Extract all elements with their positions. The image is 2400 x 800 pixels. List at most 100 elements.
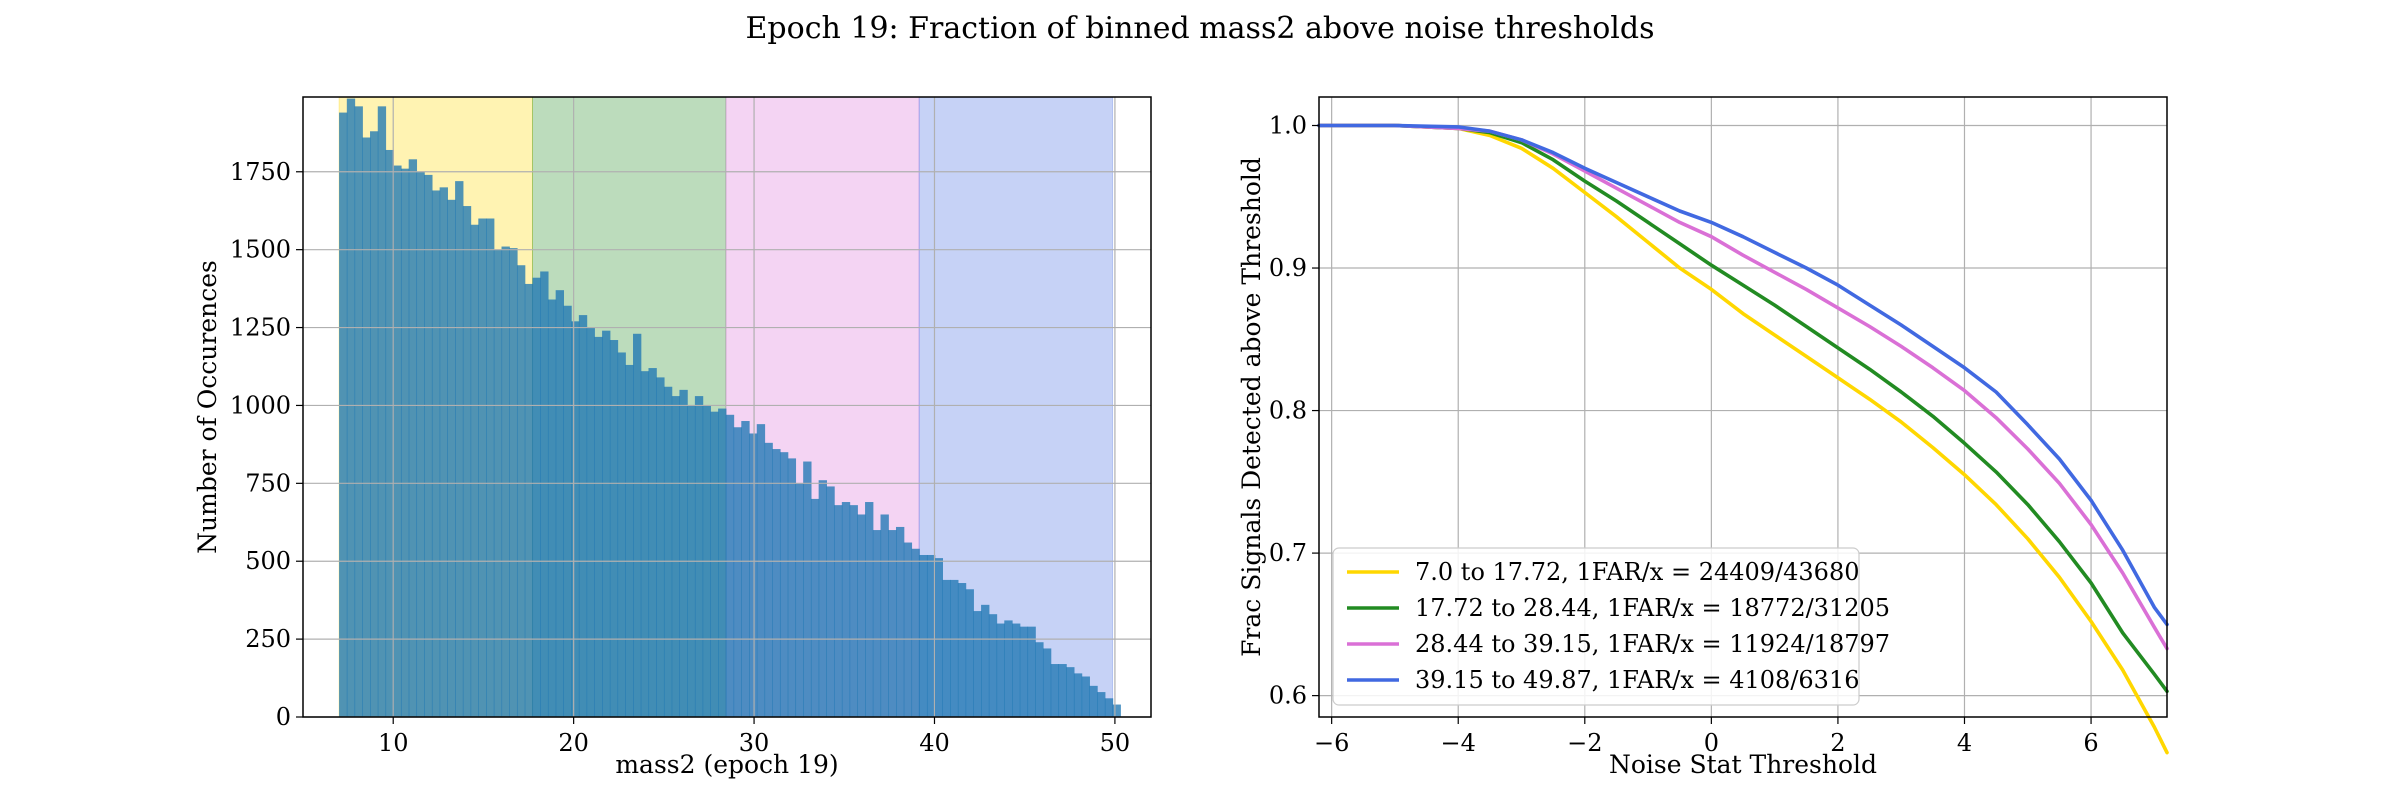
figure-title: Epoch 19: Fraction of binned mass2 above… (746, 11, 1655, 46)
y-tick-label: 750 (245, 469, 291, 497)
histogram-bar (424, 174, 433, 717)
histogram-bar (516, 265, 526, 717)
histogram-bar (1035, 642, 1044, 717)
series-line-2 (1317, 123, 2169, 694)
histogram-bar (888, 530, 897, 717)
histogram-bar (718, 408, 727, 717)
histogram-bar (818, 480, 827, 717)
x-tick-label: −4 (1441, 729, 1476, 757)
histogram-bar (455, 181, 464, 717)
line-series (1317, 123, 2169, 755)
histogram-bar (447, 199, 456, 717)
histogram-bar (339, 112, 348, 718)
histogram-bar (710, 411, 719, 717)
histogram-bar (617, 352, 626, 717)
line-legend: 7.0 to 17.72, 1FAR/x = 24409/43680 17.72 … (1332, 547, 1890, 706)
histogram-bar (663, 386, 673, 717)
histogram-bar (988, 614, 998, 717)
histogram-bar (625, 364, 634, 717)
histogram-bar (1089, 685, 1098, 717)
histogram-bar (942, 579, 951, 717)
y-tick-label: 0.9 (1269, 254, 1307, 282)
histogram-bar (795, 483, 804, 717)
histogram-bar (834, 505, 843, 717)
y-tick-label: 0.8 (1269, 397, 1307, 425)
x-tick-label: −2 (1567, 729, 1602, 757)
histogram-bar (540, 271, 549, 717)
x-tick-label: 4 (1957, 729, 1972, 757)
histogram-bar (362, 137, 371, 718)
y-tick-label: 500 (245, 547, 291, 575)
histogram-bar (772, 449, 781, 717)
x-tick-label: 30 (739, 729, 770, 757)
histogram-bar (1004, 620, 1013, 717)
histogram-axes-frame (302, 96, 1152, 718)
histogram-bar (733, 427, 742, 717)
line-y-ticks: 0.6 0.7 0.8 0.9 1.0 (1269, 112, 1319, 710)
histogram-bar (439, 187, 448, 718)
legend-label: 7.0 to 17.72, 1FAR/x = 24409/43680 (1415, 558, 1860, 586)
histogram-bar (648, 368, 657, 717)
histogram-bar (934, 558, 944, 717)
histogram-bar (633, 333, 642, 717)
legend-label: 17.72 to 28.44, 1FAR/x = 18772/31205 (1415, 594, 1890, 622)
y-tick-label: 0 (276, 703, 291, 731)
histogram-bar (532, 277, 541, 717)
histogram-bar (903, 542, 913, 717)
histogram-bar (841, 502, 851, 717)
histogram-bar (462, 206, 472, 717)
histogram-bar (1081, 676, 1090, 717)
y-tick-label: 1.0 (1269, 112, 1307, 140)
histogram-y-label: Number of Occurences (193, 260, 222, 554)
series-line-1 (1317, 123, 2169, 755)
x-tick-label: 50 (1100, 729, 1131, 757)
histogram-bar (609, 340, 619, 717)
histogram-bar (981, 604, 990, 717)
histogram-bar (973, 611, 982, 717)
histogram-bar (880, 514, 889, 717)
histogram-bars (339, 98, 1121, 718)
histogram-bar (865, 502, 874, 717)
histogram-bar (741, 421, 750, 717)
histogram-bar (416, 171, 425, 717)
y-tick-label: 1500 (230, 236, 291, 264)
histogram-bar (586, 327, 595, 717)
histogram-bar (470, 224, 479, 717)
histogram-bar (810, 498, 820, 717)
histogram-bar (787, 458, 797, 717)
histogram-bar (671, 396, 681, 717)
histogram-bar (370, 131, 379, 717)
x-tick-label: 10 (378, 729, 409, 757)
y-tick-label: 1750 (230, 158, 291, 186)
histogram-y-ticks: 0 250 500 750 1000 1250 1500 1750 (230, 158, 303, 731)
histogram-bar (1104, 698, 1114, 717)
y-tick-label: 0.6 (1269, 682, 1307, 710)
x-tick-label: 40 (919, 729, 950, 757)
y-tick-label: 1000 (230, 391, 291, 419)
histogram-bar (547, 299, 557, 717)
histogram-panel: 10 20 30 40 50 0 250 500 750 1000 1250 1500 1750 ma… (193, 96, 1152, 779)
histogram-bar (640, 371, 650, 717)
histogram-bar (501, 246, 510, 718)
histogram-bar (895, 526, 905, 717)
histogram-bar (385, 149, 394, 717)
histogram-bar (764, 442, 773, 717)
x-tick-label: −6 (1314, 729, 1349, 757)
legend-label: 39.15 to 49.87, 1FAR/x = 4108/6316 (1415, 666, 1860, 694)
line-y-label: Frac Signals Detected above Threshold (1237, 157, 1266, 657)
histogram-bar (1112, 704, 1121, 717)
histogram-x-label: mass2 (epoch 19) (615, 750, 838, 779)
histogram-bar (919, 554, 928, 717)
histogram-bar (478, 218, 487, 717)
histogram-bar (679, 389, 688, 717)
histogram-bar (656, 377, 665, 717)
histogram-bar (857, 514, 866, 717)
y-tick-label: 0.7 (1269, 539, 1307, 567)
x-tick-label: 2 (1830, 729, 1845, 757)
histogram-bar (779, 452, 789, 717)
histogram-bar (926, 554, 936, 717)
series-line-4 (1317, 123, 2169, 627)
histogram-bar (377, 106, 387, 717)
histogram-bar (826, 486, 835, 717)
x-tick-label: 6 (2083, 729, 2098, 757)
